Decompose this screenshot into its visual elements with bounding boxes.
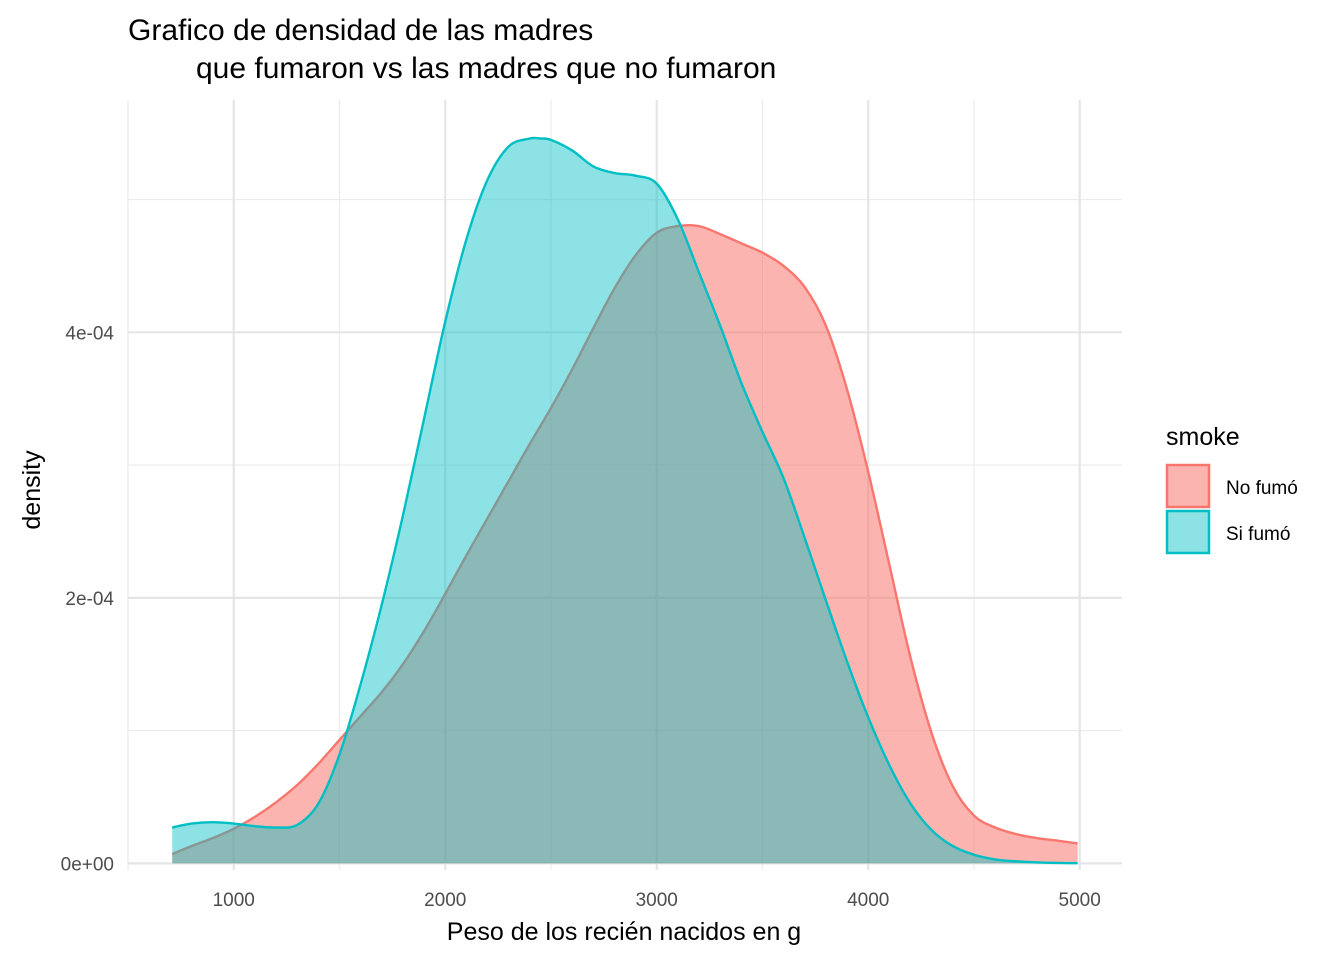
density-area-si-fumo	[172, 137, 1078, 864]
legend: smoke No fumó Si fumó	[1165, 423, 1298, 555]
x-tick-label-2: 3000	[636, 890, 678, 911]
density-areas	[171, 136, 1078, 865]
legend-label-si-fumo: Si fumó	[1226, 524, 1290, 545]
chart-title-line1: Grafico de densidad de las madres	[128, 14, 593, 47]
legend-label-no-fumo: No fumó	[1226, 478, 1298, 499]
x-tick-label-3: 4000	[847, 890, 889, 911]
density-line-no-fumo	[171, 224, 1078, 856]
legend-key-si-fumo	[1165, 509, 1211, 555]
x-tick-label-1: 2000	[424, 890, 466, 911]
y-axis-title: density	[18, 450, 46, 530]
y-tick-label-0: 0e+00	[61, 854, 114, 875]
legend-key-no-fumo	[1165, 463, 1211, 509]
x-axis-ticks: 1000 2000 3000 4000 5000	[213, 890, 1101, 911]
density-line-si-fumo	[171, 136, 1078, 865]
chart-title-line2: que fumaron vs las madres que no fumaron	[196, 52, 776, 85]
x-tick-label-0: 1000	[213, 890, 255, 911]
x-axis-title: Peso de los recién nacidos en g	[447, 918, 801, 946]
density-area-no-fumo	[172, 225, 1078, 864]
x-tick-label-4: 5000	[1059, 890, 1101, 911]
y-tick-label-1: 2e-04	[65, 589, 114, 610]
y-axis-ticks: 0e+00 2e-04 4e-04	[61, 323, 115, 875]
legend-title: smoke	[1166, 423, 1240, 451]
y-tick-label-2: 4e-04	[65, 323, 114, 344]
